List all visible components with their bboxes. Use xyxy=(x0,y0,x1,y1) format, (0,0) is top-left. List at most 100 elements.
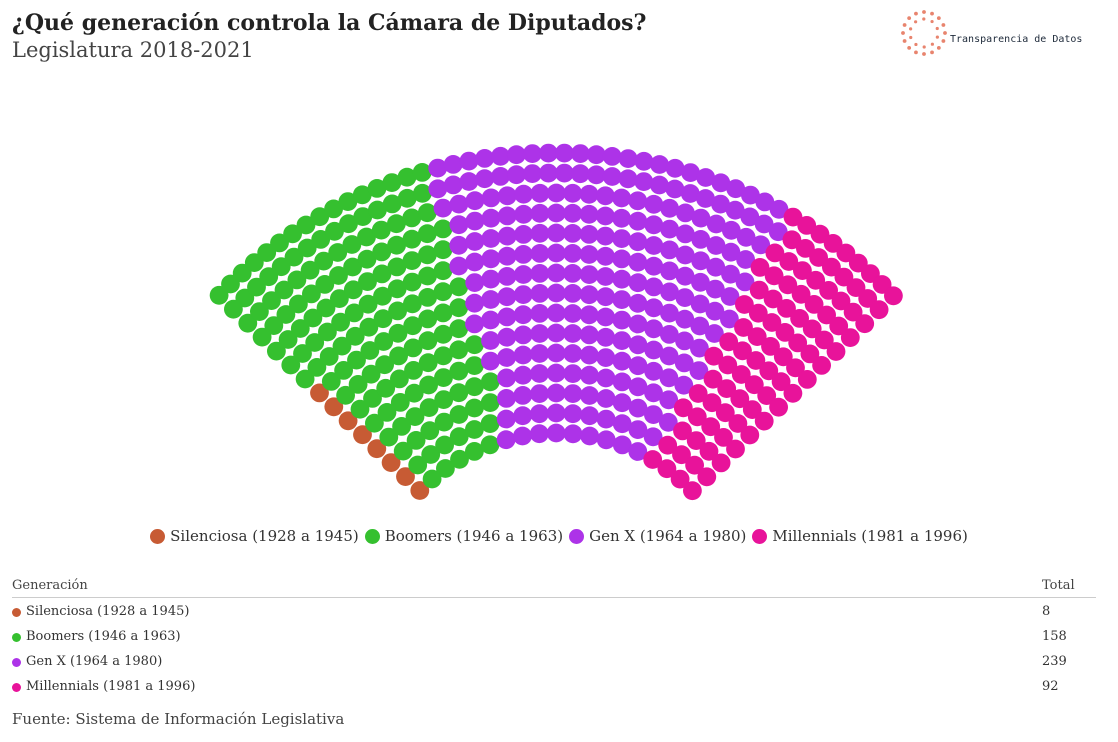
seat-4 xyxy=(701,417,721,437)
seat-3 xyxy=(705,279,725,299)
seat-3 xyxy=(481,188,501,208)
seat-3 xyxy=(690,294,710,314)
seat-4 xyxy=(728,414,748,433)
seat-2 xyxy=(278,330,298,349)
seat-2 xyxy=(343,280,363,300)
seat-2 xyxy=(418,331,438,351)
seat-3 xyxy=(513,285,533,304)
seat-3 xyxy=(696,168,716,187)
seat-3 xyxy=(596,246,615,266)
seat-3 xyxy=(735,272,755,292)
seat-3 xyxy=(465,273,485,292)
seat-3 xyxy=(563,284,583,303)
seat-1 xyxy=(367,439,387,459)
seat-2 xyxy=(332,336,352,356)
seat-3 xyxy=(546,283,566,303)
seat-3 xyxy=(546,263,566,283)
seat-3 xyxy=(596,267,615,286)
seat-3 xyxy=(754,214,774,234)
seat-3 xyxy=(691,251,710,271)
seat-4 xyxy=(783,207,803,227)
seat-3 xyxy=(612,393,632,413)
seat-2 xyxy=(287,270,307,290)
logo-dot xyxy=(943,31,947,35)
seat-2 xyxy=(433,346,453,366)
seat-3 xyxy=(628,398,648,418)
seat-3 xyxy=(475,149,495,168)
table-row-swatch xyxy=(12,607,21,617)
seat-3 xyxy=(514,265,533,284)
seat-2 xyxy=(314,251,334,271)
seat-4 xyxy=(777,299,796,318)
seat-4 xyxy=(683,481,702,501)
seat-3 xyxy=(530,324,550,343)
seat-3 xyxy=(741,185,760,205)
seat-3 xyxy=(497,368,516,388)
seat-3 xyxy=(705,324,724,343)
seat-3 xyxy=(644,319,664,339)
table-body: Silenciosa (1928 a 1945) 8 Boomers (1946 a… xyxy=(12,600,1096,699)
seat-4 xyxy=(748,303,768,323)
seat-3 xyxy=(513,406,533,426)
logo-dot xyxy=(935,35,939,39)
seat-3 xyxy=(481,269,501,289)
seat-3 xyxy=(481,208,501,228)
seat-2 xyxy=(363,389,382,408)
seat-2 xyxy=(433,303,453,323)
seat-3 xyxy=(481,229,501,248)
seat-3 xyxy=(555,143,574,163)
seat-4 xyxy=(796,239,815,258)
seat-4 xyxy=(711,453,731,473)
seat-4 xyxy=(817,305,836,325)
seat-4 xyxy=(836,243,856,263)
seat-3 xyxy=(507,145,526,165)
seat-4 xyxy=(840,328,860,347)
seat-3 xyxy=(691,272,710,292)
seat-4 xyxy=(788,333,808,353)
seat-4 xyxy=(699,441,719,461)
seat-2 xyxy=(345,326,365,346)
seat-2 xyxy=(449,405,469,424)
seat-3 xyxy=(530,264,550,283)
seat-3 xyxy=(659,368,679,388)
logo-dot xyxy=(907,16,912,21)
table-cell-total: 92 xyxy=(1042,679,1059,694)
seat-3 xyxy=(481,249,501,269)
logo-dot xyxy=(909,27,913,31)
seat-3 xyxy=(514,225,533,244)
seat-3 xyxy=(675,224,695,244)
seat-4 xyxy=(726,439,745,459)
logo-dot xyxy=(907,45,912,50)
logo[interactable]: Transparencia de Datos xyxy=(900,6,1100,60)
seat-3 xyxy=(596,430,616,450)
seat-3 xyxy=(563,424,583,444)
seat-1 xyxy=(381,453,401,472)
seat-3 xyxy=(507,165,526,185)
legend-label: Millennials (1981 a 1996) xyxy=(772,527,968,545)
seat-3 xyxy=(481,351,500,371)
table-header-generation: Generación xyxy=(12,578,88,593)
seat-3 xyxy=(579,305,599,325)
seat-3 xyxy=(596,206,615,226)
seat-3 xyxy=(570,164,590,184)
seat-3 xyxy=(660,282,679,302)
seat-4 xyxy=(793,261,812,280)
legend-item-4: Millennials (1981 a 1996) xyxy=(752,527,968,545)
seat-3 xyxy=(491,146,510,166)
seat-2 xyxy=(449,277,469,297)
seat-3 xyxy=(602,147,622,166)
seat-3 xyxy=(563,183,583,203)
seat-4 xyxy=(717,379,737,398)
seat-2 xyxy=(376,378,396,398)
seat-3 xyxy=(675,309,695,329)
seat-2 xyxy=(404,361,423,380)
seat-3 xyxy=(449,235,469,255)
seat-3 xyxy=(644,194,664,214)
seat-4 xyxy=(773,347,793,367)
table-cell-name: Gen X (1964 a 1980) xyxy=(26,654,163,669)
seat-3 xyxy=(660,303,679,323)
seat-4 xyxy=(806,270,826,290)
seat-3 xyxy=(459,172,479,191)
seat-2 xyxy=(315,275,335,294)
seat-3 xyxy=(612,414,632,434)
